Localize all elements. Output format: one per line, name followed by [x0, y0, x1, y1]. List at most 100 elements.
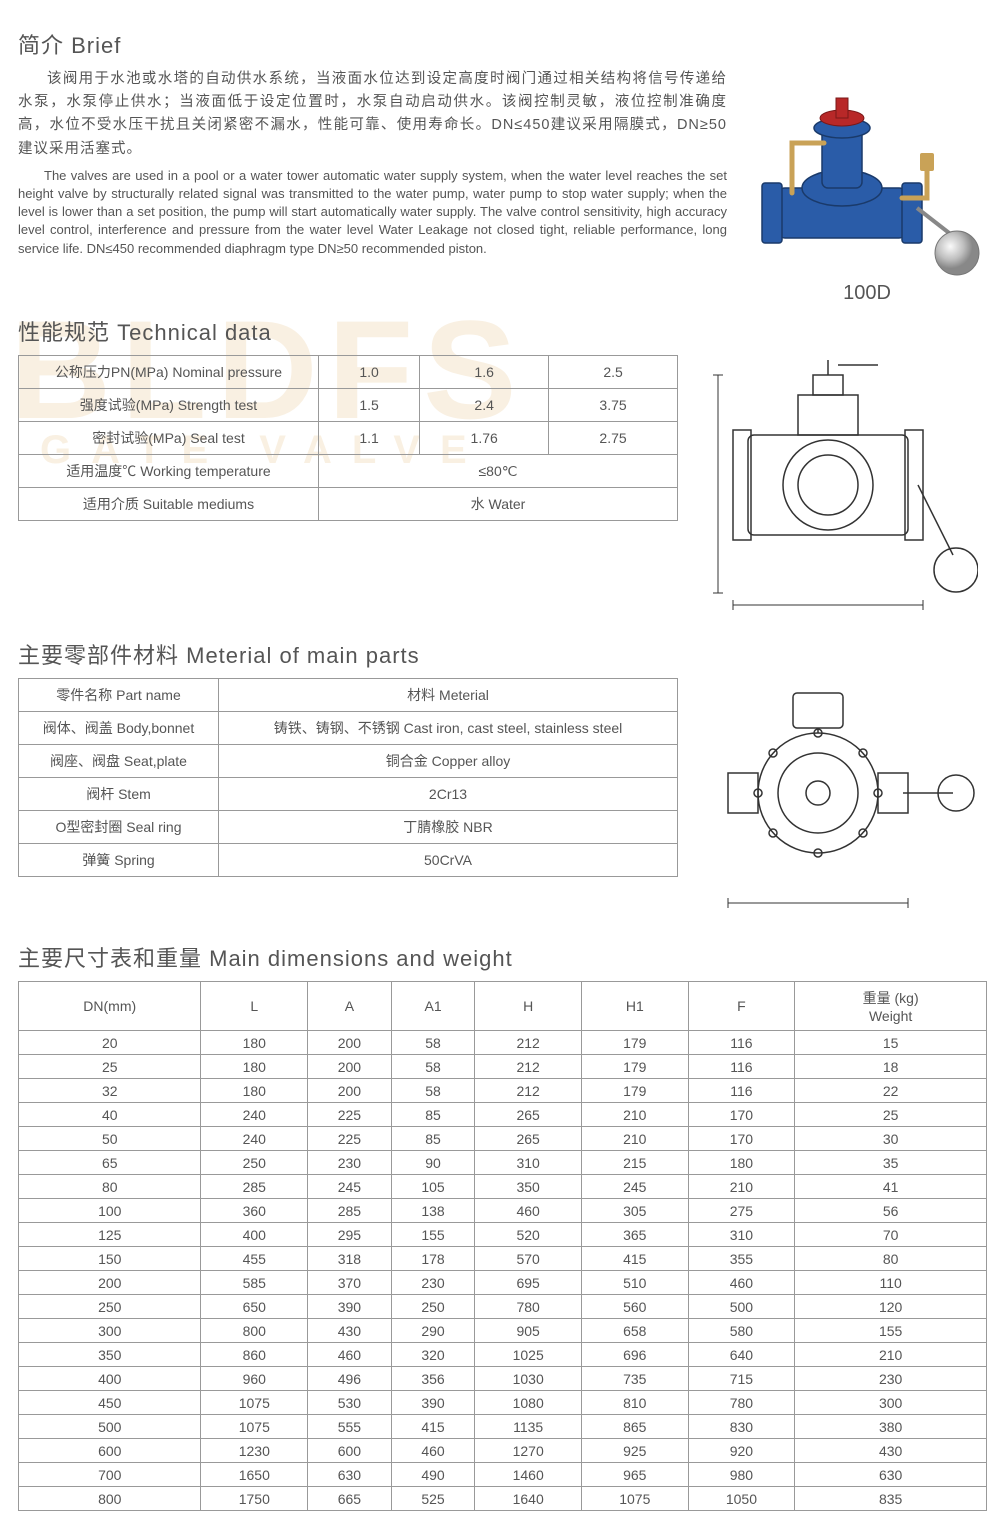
dim-cell: 90: [391, 1151, 475, 1175]
dim-cell: 370: [308, 1271, 392, 1295]
dim-cell: 530: [308, 1391, 392, 1415]
mat-value: 铜合金 Copper alloy: [219, 745, 678, 778]
table-row: 321802005821217911622: [19, 1079, 987, 1103]
dim-cell: 116: [688, 1055, 795, 1079]
dim-cell: 20: [19, 1031, 201, 1055]
dim-cell: 230: [795, 1367, 987, 1391]
dim-cell: 780: [688, 1391, 795, 1415]
table-row: 15045531817857041535580: [19, 1247, 987, 1271]
dim-cell: 400: [201, 1223, 308, 1247]
dim-cell: 265: [475, 1103, 582, 1127]
dim-cell: 320: [391, 1343, 475, 1367]
dim-cell: 40: [19, 1103, 201, 1127]
dim-cell: 300: [19, 1319, 201, 1343]
mat-part: 弹簧 Spring: [19, 844, 219, 877]
dim-cell: 780: [475, 1295, 582, 1319]
dim-cell: 230: [391, 1271, 475, 1295]
dim-cell: 85: [391, 1127, 475, 1151]
table-row: 4009604963561030735715230: [19, 1367, 987, 1391]
dim-cell: 58: [391, 1079, 475, 1103]
dim-cell: 295: [308, 1223, 392, 1247]
dim-cell: 200: [19, 1271, 201, 1295]
dim-cell: 225: [308, 1103, 392, 1127]
dim-cell: 1075: [201, 1391, 308, 1415]
dim-cell: 178: [391, 1247, 475, 1271]
dim-cell: 905: [475, 1319, 582, 1343]
tech-cell: 1.76: [420, 422, 549, 455]
dim-cell: 225: [308, 1127, 392, 1151]
table-row: 652502309031021518035: [19, 1151, 987, 1175]
dim-cell: 1080: [475, 1391, 582, 1415]
dim-cell: 80: [19, 1175, 201, 1199]
dim-col-header: 重量 (kg) Weight: [795, 982, 987, 1031]
dim-cell: 240: [201, 1127, 308, 1151]
dim-cell: 180: [201, 1055, 308, 1079]
dim-cell: 210: [795, 1343, 987, 1367]
dim-cell: 50: [19, 1127, 201, 1151]
dim-cell: 1075: [581, 1487, 688, 1511]
dim-cell: 835: [795, 1487, 987, 1511]
dim-cell: 830: [688, 1415, 795, 1439]
tech-cell: 1.1: [319, 422, 420, 455]
table-row: 60012306004601270925920430: [19, 1439, 987, 1463]
dim-cell: 400: [19, 1367, 201, 1391]
dimension-diagram-side: [698, 355, 987, 620]
dim-cell: 25: [795, 1103, 987, 1127]
dim-cell: 285: [308, 1199, 392, 1223]
dim-cell: 1640: [475, 1487, 582, 1511]
dim-cell: 810: [581, 1391, 688, 1415]
tech-cell: 1.5: [319, 389, 420, 422]
tech-medium-label: 适用介质 Suitable mediums: [19, 488, 319, 521]
dim-cell: 120: [795, 1295, 987, 1319]
dim-cell: 525: [391, 1487, 475, 1511]
dim-col-header: H1: [581, 982, 688, 1031]
dim-cell: 460: [688, 1271, 795, 1295]
mat-value: 丁腈橡胶 NBR: [219, 811, 678, 844]
dim-cell: 455: [201, 1247, 308, 1271]
dim-cell: 735: [581, 1367, 688, 1391]
dim-cell: 170: [688, 1103, 795, 1127]
dimensions-table: DN(mm)LAA1HH1F重量 (kg) Weight 20180200582…: [18, 981, 987, 1511]
dim-cell: 460: [391, 1439, 475, 1463]
dim-cell: 415: [391, 1415, 475, 1439]
dim-cell: 155: [795, 1319, 987, 1343]
table-row: 251802005821217911618: [19, 1055, 987, 1079]
dim-cell: 380: [795, 1415, 987, 1439]
mat-part: 阀体、阀盖 Body,bonnet: [19, 712, 219, 745]
dim-cell: 245: [581, 1175, 688, 1199]
dim-cell: 500: [19, 1415, 201, 1439]
dim-cell: 630: [308, 1463, 392, 1487]
dim-cell: 80: [795, 1247, 987, 1271]
dim-cell: 980: [688, 1463, 795, 1487]
dim-cell: 150: [19, 1247, 201, 1271]
dim-cell: 56: [795, 1199, 987, 1223]
dim-cell: 15: [795, 1031, 987, 1055]
dim-cell: 580: [688, 1319, 795, 1343]
dim-cell: 179: [581, 1055, 688, 1079]
table-row: 250650390250780560500120: [19, 1295, 987, 1319]
dim-cell: 65: [19, 1151, 201, 1175]
tech-row-label: 密封试验(MPa) Seal test: [19, 422, 319, 455]
dim-cell: 290: [391, 1319, 475, 1343]
mat-part: O型密封圈 Seal ring: [19, 811, 219, 844]
dim-cell: 715: [688, 1367, 795, 1391]
dim-cell: 22: [795, 1079, 987, 1103]
tech-temp-value: ≤80℃: [319, 455, 678, 488]
dim-cell: 390: [308, 1295, 392, 1319]
dim-cell: 250: [201, 1151, 308, 1175]
dim-cell: 58: [391, 1031, 475, 1055]
dim-cell: 460: [475, 1199, 582, 1223]
dim-cell: 155: [391, 1223, 475, 1247]
dim-cell: 58: [391, 1055, 475, 1079]
dim-cell: 210: [581, 1127, 688, 1151]
dim-cell: 310: [688, 1223, 795, 1247]
dim-cell: 496: [308, 1367, 392, 1391]
dim-cell: 116: [688, 1031, 795, 1055]
dim-cell: 180: [201, 1031, 308, 1055]
table-row: 8001750665525164010751050835: [19, 1487, 987, 1511]
table-row: 502402258526521017030: [19, 1127, 987, 1151]
table-row: 201802005821217911615: [19, 1031, 987, 1055]
dim-col-header: DN(mm): [19, 982, 201, 1031]
dim-cell: 555: [308, 1415, 392, 1439]
dim-cell: 116: [688, 1079, 795, 1103]
